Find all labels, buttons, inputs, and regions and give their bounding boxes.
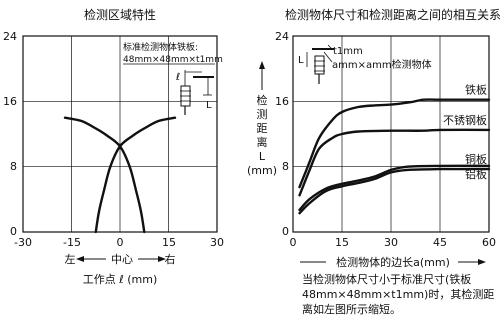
footnote: 当检测物体尺寸小于标准尺寸(铁板48mm×48mm×t1mm)时，其检测距离如左… [302, 273, 495, 316]
sensor-offset-label: ℓ [176, 72, 180, 83]
right-legend-sketch: L t1mm amm×amm检测物体 [298, 44, 432, 84]
right-y-tick: 8 [282, 160, 289, 173]
direction-center-label: 中心 [111, 253, 133, 266]
right-object-leader [323, 51, 333, 63]
series-label: 铜板 [465, 152, 487, 166]
left-x-ticks: -30 -15 0 15 30 [14, 236, 224, 249]
right-x-tick: 0 [290, 236, 297, 249]
right-chart-title: 检测物体尺寸和检测距离之间的相互关系 [285, 7, 501, 22]
series-line-铜板 [298, 167, 491, 215]
right-y-tick: 0 [282, 225, 289, 238]
right-y-label-char: 距 [257, 122, 268, 135]
series-label: 铝板 [465, 167, 487, 181]
legend-thickness: t1mm [333, 46, 363, 57]
legend-object: amm×amm检测物体 [332, 58, 432, 71]
sensor-distance-label: L [206, 100, 212, 111]
left-grid [23, 36, 217, 232]
right-sensor-distance-label: L [298, 55, 304, 66]
left-y-tick: 0 [10, 225, 17, 238]
series-line-铁板 [298, 98, 491, 189]
left-y-tick: 16 [3, 95, 17, 108]
left-x-axis-label: 工作点 ℓ (mm) [83, 273, 158, 286]
left-plot-frame [22, 35, 218, 233]
left-y-tick: 24 [3, 30, 17, 43]
right-x-tick: 60 [482, 236, 496, 249]
right-y-tick: 24 [275, 30, 289, 43]
direction-right-label: 右 [165, 252, 176, 266]
right-y-label-char: 测 [257, 108, 268, 121]
right-x-tick: 30 [384, 236, 398, 249]
right-plot-frame [292, 35, 490, 233]
series-line-铝板 [298, 164, 491, 212]
right-chart: 检测物体尺寸和检测距离之间的相互关系 24 16 8 0 0 15 30 45 … [247, 7, 501, 269]
right-y-label-char: 离 [257, 135, 268, 149]
left-sensor-sketch: ℓ L [176, 70, 214, 115]
left-x-tick: 15 [162, 236, 176, 249]
series-line-不锈钢板 [298, 128, 491, 197]
left-annotation-line-2: 48mm×48mm×t1mm [123, 55, 223, 65]
right-x-ticks: 0 15 30 45 60 [290, 236, 497, 249]
left-series-layer [63, 116, 177, 234]
left-y-tick: 8 [10, 160, 17, 173]
right-x-tick: 15 [335, 236, 349, 249]
right-y-tick: 16 [275, 95, 289, 108]
left-x-tick: 30 [210, 236, 224, 249]
series-label: 不锈钢板 [443, 113, 487, 127]
right-y-label-char: L [259, 150, 266, 163]
left-chart-title: 检测区域特性 [84, 7, 156, 22]
right-x-axis-label: 检测物体的边长a(mm) [336, 255, 450, 269]
right-y-label-char: (mm) [247, 164, 277, 177]
right-y-label-char: 检 [257, 93, 268, 107]
left-annotation-line-1: 标准检测物体铁板: [123, 41, 198, 53]
right-x-tick: 45 [433, 236, 447, 249]
left-x-tick: -30 [14, 236, 32, 249]
right-thickness-leader [327, 44, 333, 50]
series-label: 铁板 [465, 83, 487, 97]
direction-left-label: 左 [65, 253, 76, 266]
right-y-ticks: 24 16 8 0 [275, 30, 289, 238]
series-line [94, 116, 177, 234]
left-chart: 检测区域特性 24 16 8 0 -30 -15 0 15 30 左 中心 右 … [3, 7, 224, 286]
left-x-tick: -15 [63, 236, 81, 249]
left-y-ticks: 24 16 8 0 [3, 30, 17, 238]
left-x-tick: 0 [117, 236, 124, 249]
